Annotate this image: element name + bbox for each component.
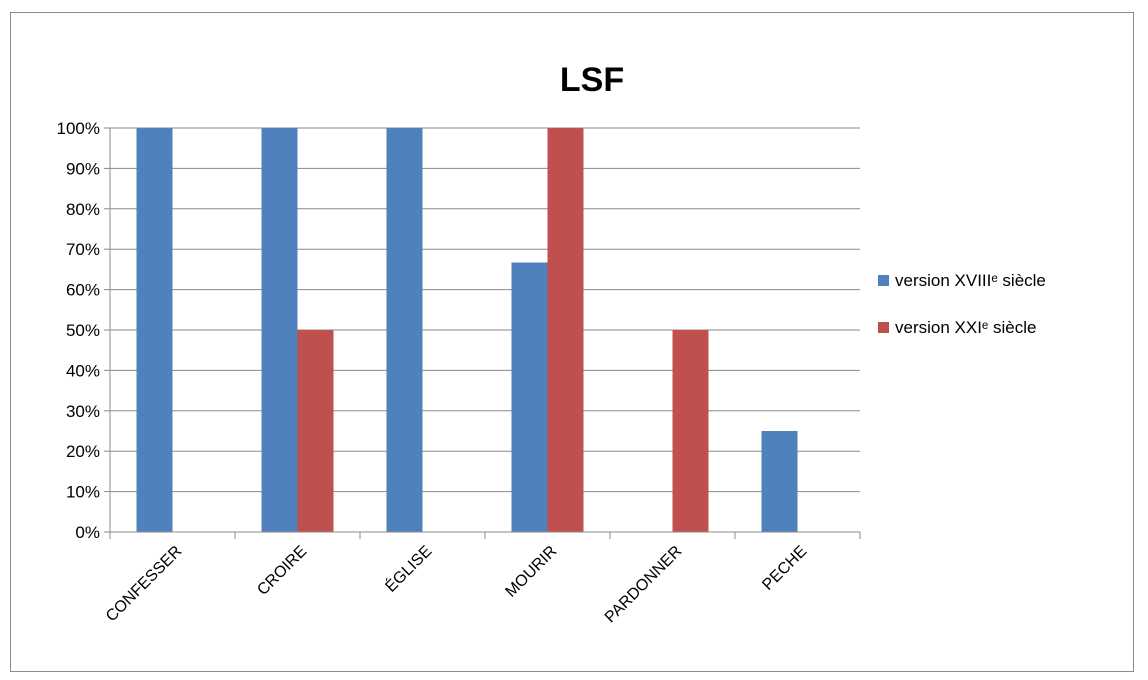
- y-tick-label: 40%: [66, 361, 100, 380]
- x-tick-label: ÉGLISE: [381, 541, 435, 595]
- x-tick-label: CROIRE: [254, 543, 310, 599]
- x-tick-label: CONFESSER: [103, 543, 185, 625]
- y-tick-label: 20%: [66, 442, 100, 461]
- legend-swatch: [878, 275, 889, 286]
- y-axis-ticks: 0% 10% 20% 30% 40% 50% 60% 70% 80% 90% 100%: [57, 119, 110, 542]
- y-tick-label: 50%: [66, 321, 100, 340]
- bar-pardonner-series-2: [672, 330, 709, 532]
- chart-title: LSF: [560, 61, 624, 99]
- legend: version XVIIIᵉ siècle version XXIᵉ siècle: [878, 271, 1046, 337]
- y-tick-label: 100%: [57, 119, 100, 138]
- gridlines: [110, 127, 860, 493]
- y-tick-label: 0%: [75, 523, 100, 542]
- x-tick-label: PARDONNER: [602, 543, 685, 626]
- y-tick-label: 30%: [66, 402, 100, 421]
- bar-peche-series-1: [761, 431, 798, 532]
- bars: [136, 128, 798, 532]
- y-tick-label: 60%: [66, 281, 100, 300]
- legend-label: version XVIIIᵉ siècle: [895, 271, 1046, 290]
- bar-église-series-1: [386, 128, 423, 532]
- x-axis-labels: CONFESSER CROIRE ÉGLISE MOURIR PARDONNER PECH…: [103, 532, 861, 626]
- bar-croire-series-2: [297, 330, 334, 532]
- y-tick-label: 90%: [66, 159, 100, 178]
- y-tick-label: 10%: [66, 483, 100, 502]
- y-tick-label: 80%: [66, 200, 100, 219]
- bar-mourir-series-1: [511, 262, 548, 532]
- bar-croire-series-1: [261, 128, 298, 532]
- x-tick-label: PECHE: [759, 543, 810, 594]
- bar-confesser-series-1: [136, 128, 173, 532]
- x-tick-label: MOURIR: [502, 543, 560, 601]
- legend-swatch: [878, 322, 889, 333]
- y-tick-label: 70%: [66, 240, 100, 259]
- legend-label: version XXIᵉ siècle: [895, 318, 1036, 337]
- bar-mourir-series-2: [547, 128, 584, 532]
